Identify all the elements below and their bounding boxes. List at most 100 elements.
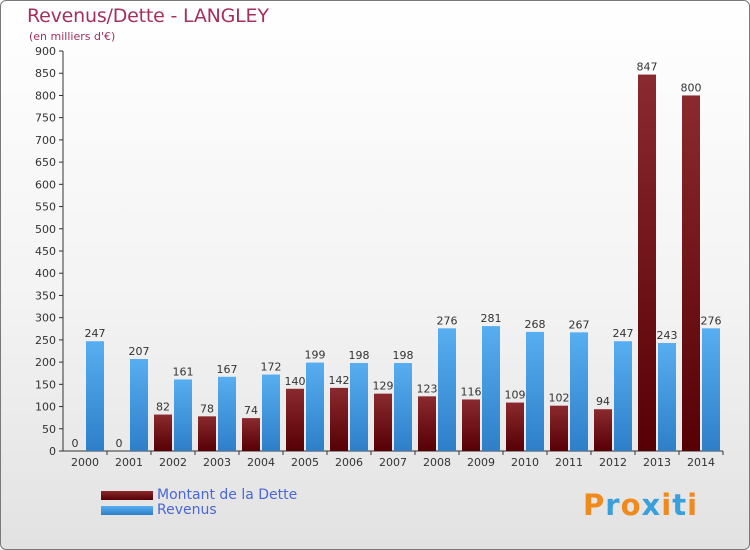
bar-dette <box>330 387 348 451</box>
data-label-revenus: 281 <box>481 312 502 325</box>
bar-revenus <box>86 341 104 451</box>
data-label-dette: 140 <box>285 375 306 388</box>
y-tick-label: 100 <box>35 401 56 414</box>
x-tick-label: 2001 <box>115 456 143 469</box>
data-label-dette: 0 <box>116 437 123 450</box>
data-label-revenus: 276 <box>701 314 722 327</box>
data-label-revenus: 268 <box>525 318 546 331</box>
bar-dette <box>506 402 524 451</box>
data-label-revenus: 247 <box>85 327 106 340</box>
y-tick-label: 600 <box>35 178 56 191</box>
bar-revenus <box>438 328 456 451</box>
y-tick-label: 300 <box>35 312 56 325</box>
logo-letter: i <box>661 488 673 522</box>
bar-dette <box>550 405 568 451</box>
logo-letter: P <box>583 488 606 522</box>
logo-letter: r <box>605 488 621 522</box>
bar-revenus <box>350 363 368 451</box>
bar-dette <box>242 418 260 451</box>
logo-letter: x <box>641 488 662 522</box>
data-label-revenus: 198 <box>349 349 370 362</box>
y-tick-label: 250 <box>35 334 56 347</box>
y-tick-label: 350 <box>35 289 56 302</box>
bar-dette <box>462 399 480 451</box>
legend-swatch-revenus <box>101 505 153 515</box>
data-label-dette: 74 <box>244 404 258 417</box>
bar-dette <box>594 409 612 451</box>
y-tick-label: 700 <box>35 134 56 147</box>
bar-revenus <box>482 326 500 451</box>
x-tick-label: 2005 <box>291 456 319 469</box>
x-tick-label: 2007 <box>379 456 407 469</box>
y-tick-label: 800 <box>35 89 56 102</box>
bar-revenus <box>262 374 280 451</box>
data-label-revenus: 247 <box>613 327 634 340</box>
data-label-dette: 78 <box>200 402 214 415</box>
data-label-dette: 82 <box>156 401 170 414</box>
bar-revenus <box>174 379 192 451</box>
bar-dette <box>418 396 436 451</box>
bar-revenus <box>394 363 412 451</box>
y-tick-label: 450 <box>35 245 56 258</box>
legend-item-dette: Montant de la Dette <box>101 487 298 503</box>
y-tick-label: 850 <box>35 67 56 80</box>
y-tick-label: 0 <box>49 445 56 458</box>
data-label-revenus: 199 <box>305 349 326 362</box>
bar-dette <box>198 416 216 451</box>
data-label-revenus: 207 <box>129 345 150 358</box>
axes: 0 50 100 150 200 250 300 350 400 450 500 550 600 650 7… <box>35 45 724 469</box>
legend-swatch-dette <box>101 490 153 500</box>
x-tick-label: 2000 <box>71 456 99 469</box>
bar-revenus <box>570 332 588 451</box>
bar-revenus <box>614 341 632 451</box>
legend-item-revenus: Revenus <box>101 502 217 518</box>
y-tick-label: 750 <box>35 112 56 125</box>
data-label-revenus: 161 <box>173 365 194 378</box>
y-tick-label: 500 <box>35 223 56 236</box>
bar-dette <box>638 74 656 452</box>
bar-dette <box>286 388 304 451</box>
x-tick-label: 2006 <box>335 456 363 469</box>
data-label-revenus: 267 <box>569 318 590 331</box>
x-tick-label: 2004 <box>247 456 275 469</box>
chart-subtitle: (en milliers d'€) <box>29 30 116 43</box>
bar-revenus <box>130 359 148 451</box>
x-tick-label: 2003 <box>203 456 231 469</box>
data-label-revenus: 243 <box>657 329 678 342</box>
bars <box>86 74 720 452</box>
proxiti-logo: Proxiti <box>583 488 698 522</box>
data-label-dette: 123 <box>417 382 438 395</box>
y-tick-label: 200 <box>35 356 56 369</box>
data-label-dette: 129 <box>373 380 394 393</box>
y-tick-label: 50 <box>42 423 56 436</box>
bar-revenus <box>218 376 236 451</box>
data-label-dette: 102 <box>549 392 570 405</box>
data-label-revenus: 198 <box>393 349 414 362</box>
logo-letter: t <box>672 488 688 522</box>
bar-revenus <box>702 328 720 451</box>
y-tick-label: 150 <box>35 378 56 391</box>
data-label-dette: 847 <box>637 61 658 74</box>
data-label-dette: 116 <box>461 385 482 398</box>
x-tick-label: 2012 <box>599 456 627 469</box>
x-tick-label: 2010 <box>511 456 539 469</box>
data-label-dette: 142 <box>329 374 350 387</box>
x-tick-label: 2011 <box>555 456 583 469</box>
bar-revenus <box>526 331 544 451</box>
y-tick-label: 400 <box>35 267 56 280</box>
y-tick-label: 900 <box>35 45 56 58</box>
data-label-dette: 94 <box>596 395 610 408</box>
data-label-revenus: 276 <box>437 314 458 327</box>
x-tick-label: 2014 <box>687 456 715 469</box>
data-label-revenus: 172 <box>261 361 282 374</box>
data-label-dette: 800 <box>681 81 702 94</box>
logo-letter: o <box>620 488 642 522</box>
bar-revenus <box>658 343 676 451</box>
y-tick-label: 550 <box>35 201 56 214</box>
data-label-dette: 109 <box>505 389 526 402</box>
chart-title: Revenus/Dette - LANGLEY <box>27 5 269 27</box>
legend-label-dette: Montant de la Dette <box>157 487 298 503</box>
